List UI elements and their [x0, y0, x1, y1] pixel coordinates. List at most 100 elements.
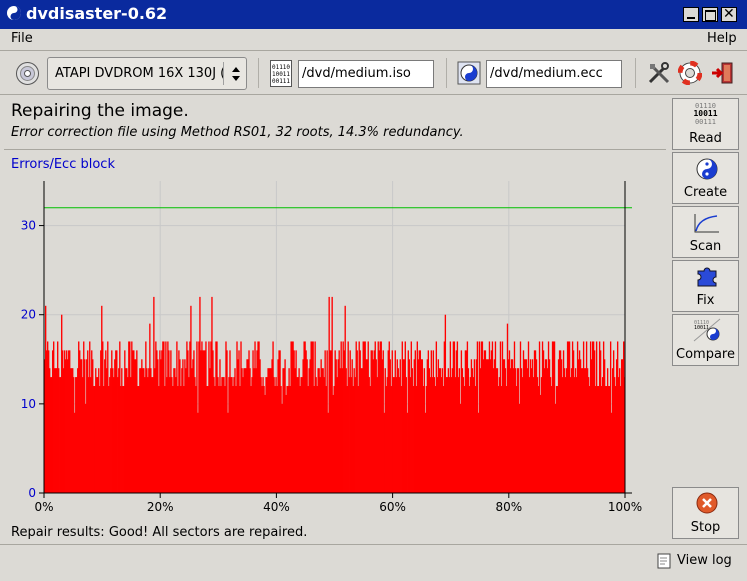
chart-bar	[609, 341, 612, 493]
toolbar-separator	[446, 58, 447, 88]
image-file-input[interactable]: /dvd/medium.iso	[298, 60, 434, 88]
chart-bar	[365, 359, 367, 493]
chart-bar	[167, 341, 169, 493]
chart-bar	[61, 314, 63, 493]
chart-bar	[599, 350, 602, 493]
chart-bar	[286, 386, 288, 493]
chart-bar	[564, 377, 567, 493]
chart-bar	[615, 359, 618, 493]
chart-bar	[502, 359, 505, 493]
chart-bar	[124, 350, 126, 493]
chart-bar	[546, 368, 549, 493]
close-button[interactable]: ✕	[721, 6, 737, 22]
chart-bar	[450, 377, 453, 493]
minimize-icon	[687, 17, 695, 19]
menu-bar: File Help	[0, 29, 747, 49]
chart-bar	[95, 368, 97, 493]
chart-bar	[585, 341, 588, 493]
read-button[interactable]: 01110 10011 00111 Read	[672, 98, 739, 150]
chart-bar	[339, 368, 341, 493]
chart-bar	[210, 341, 212, 493]
create-button[interactable]: Create	[672, 152, 739, 204]
minimize-button[interactable]	[683, 7, 699, 22]
chart-bar	[544, 359, 547, 493]
chart-bar	[66, 350, 68, 493]
log-document-icon	[657, 553, 671, 569]
chart-bar	[601, 377, 604, 493]
chart-bar	[349, 350, 351, 493]
chart-bar	[139, 368, 141, 493]
stop-button[interactable]: Stop	[672, 487, 739, 539]
chart-bar	[575, 377, 578, 493]
chart-bar	[462, 377, 465, 493]
y-tick-label: 0	[28, 486, 36, 500]
chart-bar	[435, 341, 438, 493]
chart-bar	[126, 368, 128, 493]
chart-bar	[414, 350, 416, 493]
preferences-tools-icon[interactable]	[647, 61, 671, 85]
chart-bar	[397, 368, 399, 493]
chart-bar	[171, 377, 173, 493]
chart-bar	[547, 341, 550, 493]
fix-button[interactable]: Fix	[672, 260, 739, 312]
chart-bar	[309, 359, 311, 493]
chart-bar	[162, 341, 164, 493]
chart-bar	[574, 368, 577, 493]
chart-bar	[264, 394, 266, 493]
chart-bar	[398, 377, 400, 493]
chart-bar	[248, 350, 250, 493]
chart-bar	[461, 368, 464, 493]
chart-bar	[541, 341, 544, 493]
chart-bar	[213, 377, 215, 493]
chart-bar	[597, 386, 600, 493]
exit-icon[interactable]	[710, 61, 734, 85]
chart-bar	[220, 386, 222, 493]
compare-button[interactable]: 01110 10011 Compare	[672, 314, 739, 366]
chart-bar	[274, 386, 276, 493]
chart-bar	[567, 341, 570, 493]
chart-bar	[388, 341, 390, 493]
chart-bar	[99, 386, 101, 493]
chart-bar	[193, 350, 195, 493]
chart-bar	[535, 359, 538, 493]
drive-select[interactable]: ATAPI DVDROM 16X 130J (	[47, 57, 247, 90]
chart-bar	[447, 368, 450, 493]
chart-bar	[429, 377, 432, 493]
chart-bar	[108, 386, 110, 493]
chart-bar	[556, 386, 559, 493]
chart-bar	[265, 377, 267, 493]
create-yinyang-icon	[696, 158, 718, 180]
chart-bar	[532, 377, 535, 493]
menu-file[interactable]: File	[11, 31, 33, 46]
title-bar[interactable]: dvdisaster-0.62 ✕	[0, 0, 747, 29]
chart-bar	[465, 350, 468, 493]
chart-bar	[216, 341, 218, 493]
ecc-file-input[interactable]: /dvd/medium.ecc	[486, 60, 622, 88]
chart-bar	[180, 386, 182, 493]
chart-bar	[310, 341, 312, 493]
chart-bar	[74, 412, 76, 493]
maximize-icon	[705, 10, 716, 21]
lifebuoy-help-icon[interactable]	[677, 60, 703, 86]
chart-bar	[194, 377, 196, 493]
chart-bar	[603, 359, 606, 493]
chart-bar	[537, 386, 540, 493]
chart-bar	[413, 359, 415, 493]
chart-bar	[168, 350, 170, 493]
chart-bar	[422, 386, 424, 493]
chart-bar	[500, 386, 503, 493]
chart-bar	[75, 377, 77, 493]
scan-button[interactable]: Scan	[672, 206, 739, 258]
chart-bar	[438, 368, 441, 493]
maximize-button[interactable]	[702, 7, 718, 22]
y-tick-label: 30	[21, 219, 36, 233]
x-tick-label: 100%	[608, 500, 642, 514]
chart-bar	[464, 350, 467, 493]
chart-bar	[87, 350, 89, 493]
menu-help[interactable]: Help	[707, 31, 737, 46]
chart-bar	[56, 368, 58, 493]
chart-bar	[275, 377, 277, 493]
chart-bar	[572, 350, 575, 493]
chart-bar	[399, 359, 401, 493]
chart-bar	[308, 368, 310, 493]
